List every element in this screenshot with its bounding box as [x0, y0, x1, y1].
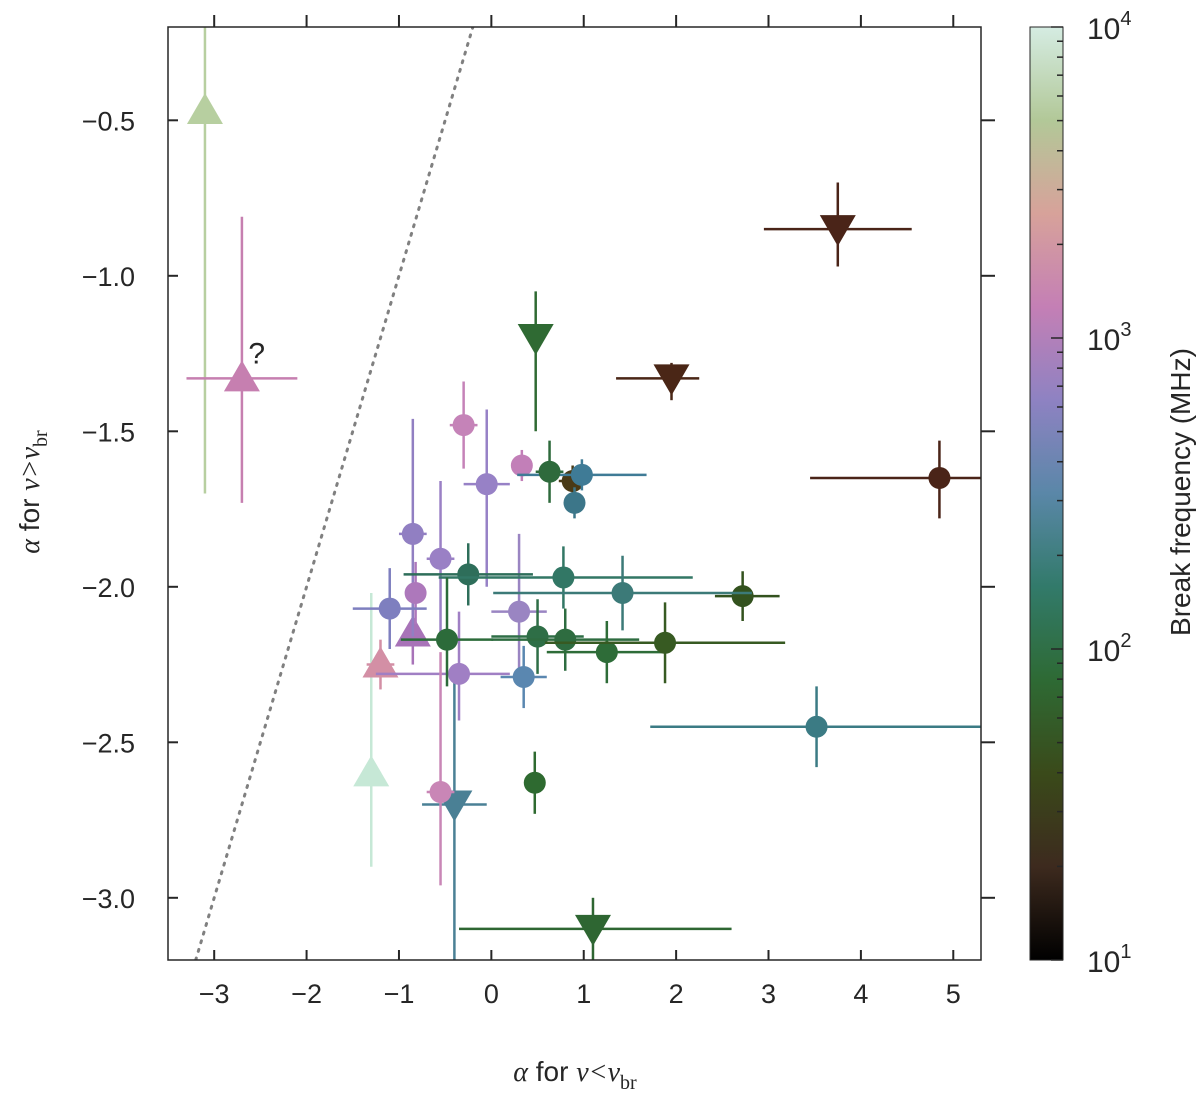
circle-marker [378, 597, 401, 620]
data-point-circle [463, 409, 510, 587]
y-tick-label: −1.5 [82, 417, 135, 447]
circle-marker [570, 463, 593, 486]
x-tick-label: 2 [669, 979, 684, 1009]
y-tick-label: −0.5 [82, 106, 135, 136]
y-tick-label: −2.0 [82, 573, 135, 603]
colorbar-tick-label: 104 [1087, 8, 1132, 46]
y-axis-label: α for ν>νbr [14, 430, 52, 554]
data-point-circle [398, 418, 427, 637]
circle-marker [404, 582, 427, 605]
data-point-circle [375, 611, 510, 721]
data-point-circle [544, 602, 786, 684]
down-triangle-marker [517, 324, 554, 355]
circle-marker [512, 665, 535, 688]
x-tick-label: 3 [761, 979, 776, 1009]
x-tick-label: −2 [291, 979, 322, 1009]
colorbar-tick-label: 103 [1087, 319, 1132, 357]
circle-marker [452, 414, 475, 437]
circle-marker [611, 582, 634, 605]
data-point-circle [650, 686, 981, 768]
x-tick-label: 5 [946, 979, 961, 1009]
data-point-down [616, 362, 700, 401]
down-triangle-marker [653, 364, 690, 396]
colorbar-tick-label: 101 [1087, 941, 1132, 979]
x-axis-label: α for ν<νbr [513, 1056, 637, 1094]
data-point-circle [500, 645, 547, 709]
data-point-down [459, 897, 732, 960]
data-point-down [763, 182, 912, 267]
circle-marker [475, 473, 498, 496]
down-triangle-marker [574, 914, 611, 946]
data-point-circle [404, 561, 427, 625]
data-point-circle [438, 546, 693, 609]
data-point-up [186, 216, 298, 503]
data-point-circle [426, 481, 455, 637]
up-triangle-marker [353, 755, 390, 787]
up-triangle-marker [223, 360, 260, 392]
data-point-circle [491, 608, 640, 671]
data-point-circle [403, 543, 533, 606]
circle-marker [436, 628, 459, 651]
circle-marker [401, 522, 424, 545]
circle-marker [526, 625, 549, 648]
down-triangle-marker [819, 215, 856, 247]
data-point-circle [523, 751, 546, 814]
x-tick-label: 0 [484, 979, 499, 1009]
x-tick-label: −1 [384, 979, 415, 1009]
question-annotation: ? [248, 338, 265, 371]
y-tick-label: −2.5 [82, 728, 135, 758]
circle-marker [654, 631, 677, 654]
data-point-up [186, 27, 223, 494]
data-point-circle [535, 440, 564, 503]
data-point-down [422, 664, 487, 960]
data-point-circle [493, 555, 752, 631]
data-point-circle [449, 381, 478, 469]
x-tick-label: 4 [853, 979, 868, 1009]
colorbar-tick-label: 102 [1087, 630, 1132, 668]
data-point-circle [517, 459, 647, 491]
circle-marker [538, 460, 561, 483]
data-point-circle [714, 571, 780, 622]
data-point-circle [810, 440, 981, 519]
data-point-circle [400, 577, 494, 687]
reference-line [194, 27, 475, 960]
circle-marker [448, 662, 471, 685]
data-point-up [353, 593, 390, 867]
up-triangle-marker [186, 92, 223, 124]
circle-marker [554, 628, 577, 651]
circle-marker [731, 585, 754, 608]
data-point-circle [352, 568, 427, 649]
circle-marker [563, 491, 586, 514]
plot-frame [167, 26, 982, 961]
circle-marker [595, 641, 618, 664]
circle-marker [429, 547, 452, 570]
data-point-circle [546, 621, 667, 684]
data-point-circle [426, 652, 455, 886]
circle-marker [928, 466, 951, 489]
up-triangle-marker [362, 646, 399, 678]
data-point-down [517, 291, 554, 432]
circle-marker [523, 771, 546, 794]
circle-marker [457, 563, 480, 586]
circle-marker [508, 600, 531, 623]
circle-marker [429, 781, 452, 804]
circle-marker [805, 715, 828, 738]
data-point-circle [563, 487, 586, 519]
colorbar [1029, 26, 1064, 961]
data-point-circle [510, 449, 533, 482]
colorbar-label: Break frequency (MHz) [1165, 348, 1196, 636]
circle-marker [552, 566, 575, 589]
data-point-up [362, 639, 399, 690]
y-tick-label: −3.0 [82, 884, 135, 914]
x-tick-label: −3 [199, 979, 230, 1009]
x-tick-label: 1 [576, 979, 591, 1009]
y-tick-label: −1.0 [82, 262, 135, 292]
circle-marker [510, 454, 533, 477]
